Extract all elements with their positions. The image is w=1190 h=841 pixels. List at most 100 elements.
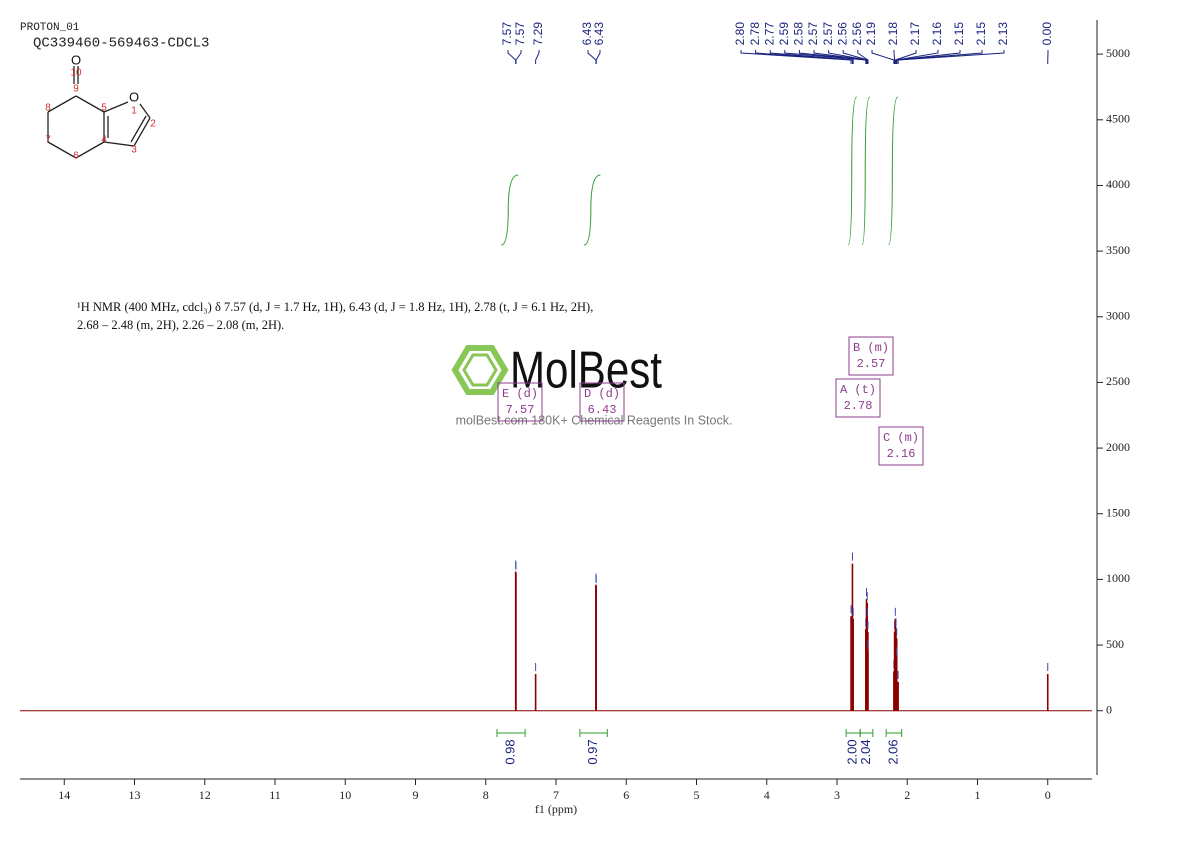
atom-label: 2 <box>150 119 156 130</box>
multiplet-name: D (d) <box>584 387 620 401</box>
integral-bracket <box>496 729 526 737</box>
peak-label-connector <box>515 50 522 64</box>
peak-label-connector <box>871 50 895 64</box>
x-tick-label: 14 <box>58 788 70 802</box>
multiplet-box <box>878 426 924 466</box>
sample-name: QC339460-569463-CDCL3 <box>33 36 209 52</box>
y-tick-label: 0 <box>1106 702 1112 716</box>
peak-label: 2.80 <box>733 22 747 46</box>
watermark-brand: MolBest <box>510 342 662 400</box>
peak-label-connector <box>587 50 597 64</box>
x-axis-label: f1 (ppm) <box>535 802 577 816</box>
integral-curve <box>583 174 601 246</box>
peak-label-connector <box>894 50 917 64</box>
multiplet-box <box>579 382 625 422</box>
atom-label: 4 <box>101 135 107 146</box>
atom-label: O <box>129 89 139 104</box>
peak-label: 2.15 <box>952 22 966 46</box>
integral-label: 2.06 <box>885 739 900 764</box>
integral-curve <box>501 174 519 246</box>
peak-label-connector <box>740 50 852 64</box>
peak-label: 7.57 <box>513 22 527 46</box>
peak-label: 2.13 <box>996 22 1010 46</box>
multiplet-shift: 6.43 <box>588 403 617 417</box>
integral-label: 2.00 <box>845 739 860 764</box>
integral-curve <box>887 96 899 246</box>
x-tick-label: 12 <box>199 788 211 802</box>
y-tick-label: 4000 <box>1106 177 1130 191</box>
y-tick-label: 2000 <box>1106 440 1130 454</box>
atom-label: O <box>71 52 81 67</box>
x-tick-label: 4 <box>764 788 770 802</box>
atom-label: 6 <box>73 151 79 162</box>
integral-bracket <box>859 729 874 737</box>
description-line: ¹H NMR (400 MHz, cdcl₃) δ 7.57 (d, J = 1… <box>77 300 593 314</box>
integral-label: 0.97 <box>585 739 600 764</box>
y-tick-label: 5000 <box>1106 46 1130 60</box>
peak-label-connector <box>755 50 853 64</box>
structure-bonds <box>47 66 151 159</box>
experiment-name: PROTON_01 <box>20 22 80 34</box>
peak-label: 2.56 <box>835 22 849 46</box>
y-tick-label: 2500 <box>1106 374 1130 388</box>
multiplet-name: C (m) <box>883 431 919 445</box>
peak-label-connector <box>535 50 540 64</box>
peak-label: 6.43 <box>592 22 606 46</box>
integral-curve <box>847 96 858 246</box>
y-tick-label: 1000 <box>1106 571 1130 585</box>
peak-label: 2.56 <box>850 22 864 46</box>
integral-bracket <box>845 729 861 737</box>
multiplet-name: B (m) <box>853 341 889 355</box>
multiplet-box <box>835 378 881 418</box>
x-tick-label: 7 <box>553 788 559 802</box>
y-tick-label: 500 <box>1106 637 1124 651</box>
multiplet-shift: 2.57 <box>857 357 886 371</box>
x-tick-label: 5 <box>693 788 699 802</box>
peak-label: 2.59 <box>777 22 791 46</box>
peak-label: 2.15 <box>974 22 988 46</box>
peak-label: 2.58 <box>792 22 806 46</box>
peak-label: 7.29 <box>531 22 545 46</box>
peak-label-connector <box>784 50 867 64</box>
peak-label-connector <box>857 50 869 64</box>
x-tick-label: 2 <box>904 788 910 802</box>
watermark-logo <box>451 345 509 395</box>
multiplet-name: E (d) <box>502 387 538 401</box>
peak-label: 2.17 <box>908 22 922 46</box>
atom-label: 9 <box>73 84 79 95</box>
x-tick-label: 3 <box>834 788 840 802</box>
peak-label: 0.00 <box>1040 22 1054 46</box>
x-tick-label: 11 <box>269 788 281 802</box>
atom-label: 7 <box>45 135 51 146</box>
atom-label: 3 <box>131 145 137 156</box>
x-tick-label: 8 <box>483 788 489 802</box>
peak-label-connector <box>798 50 868 64</box>
description-line: 2.68 – 2.48 (m, 2H), 2.26 – 2.08 (m, 2H)… <box>77 318 284 332</box>
x-tick-label: 1 <box>974 788 980 802</box>
x-tick-label: 0 <box>1045 788 1051 802</box>
y-tick-label: 4500 <box>1106 112 1130 126</box>
atom-label: 1 <box>131 106 137 117</box>
peak-label-connector <box>896 50 983 64</box>
integral-label: 0.98 <box>502 739 517 764</box>
integral-bracket <box>885 729 903 737</box>
peak-label-connector <box>897 50 1005 64</box>
atom-label: 8 <box>45 103 51 114</box>
integral-bracket <box>579 729 608 737</box>
multiplet-name: A (t) <box>840 383 876 397</box>
peak-label: 6.43 <box>580 22 594 46</box>
peak-label-connector <box>595 50 601 64</box>
peak-label: 2.77 <box>762 22 776 46</box>
peak-label: 2.16 <box>930 22 944 46</box>
peak-label: 7.57 <box>500 22 514 46</box>
multiplet-shift: 7.57 <box>506 403 535 417</box>
peak-label-connector <box>507 50 517 64</box>
x-tick-label: 10 <box>339 788 351 802</box>
peak-label: 2.57 <box>806 22 820 46</box>
peak-label-connector <box>893 50 896 64</box>
integral-label: 2.04 <box>858 739 873 764</box>
peak-label-connector <box>895 50 939 64</box>
y-tick-label: 1500 <box>1106 505 1130 519</box>
y-tick-label: 3500 <box>1106 243 1130 257</box>
